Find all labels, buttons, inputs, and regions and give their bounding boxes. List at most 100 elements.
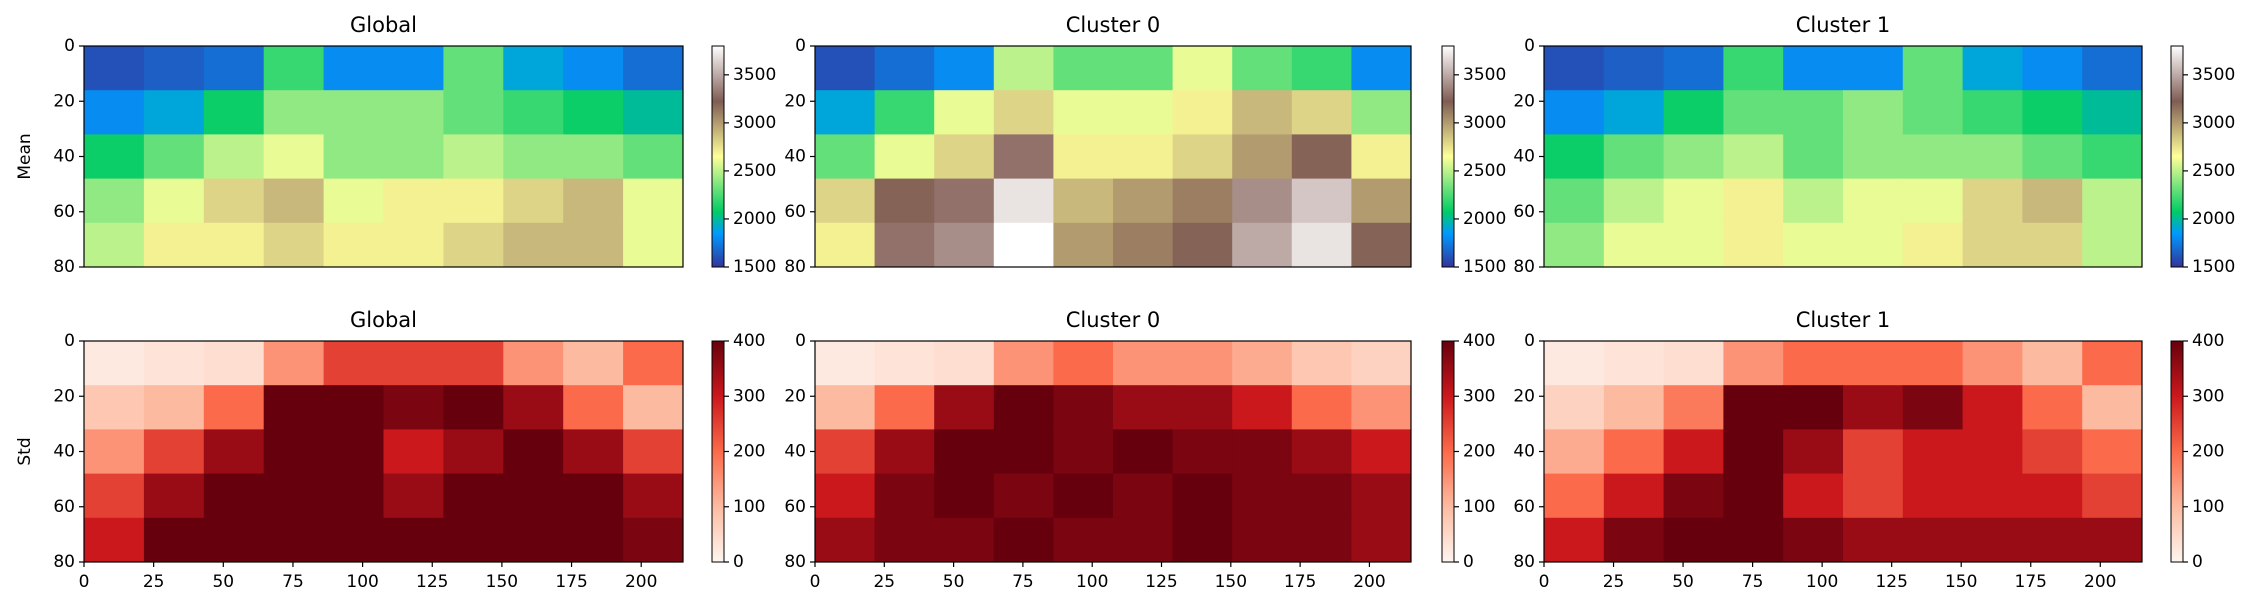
y-tick-label: 60 [53,202,75,222]
heatmap-cell [1663,385,1724,430]
heatmap-cell [1962,341,2023,386]
x-tick-label: 175 [1284,572,1316,592]
y-tick-label: 40 [1513,147,1535,167]
heatmap-cell [563,517,624,563]
heatmap-cell [1172,134,1233,180]
heatmap-cell [1723,517,1784,563]
heatmap-cell [263,473,325,519]
colorbar-tick-label: 1500 [1463,257,1506,277]
heatmap-cell [383,341,444,386]
panel-title: Global [350,13,417,37]
colorbar-tick-label: 1500 [733,257,776,277]
colorbar-tick-label: 400 [2192,331,2224,351]
y-tick-label: 0 [64,331,75,351]
heatmap-cell [1603,341,1665,386]
heatmap-cell [1603,473,1665,519]
heatmap-cell [2082,90,2143,135]
y-tick-label: 20 [1513,91,1535,111]
heatmap-cell [443,134,504,180]
y-tick-label: 20 [1513,386,1535,406]
heatmap-cell [815,178,876,224]
heatmap-cell [934,134,995,180]
heatmap-cell [1843,222,1904,268]
heatmap-cell [323,134,384,180]
heatmap-cell [1113,178,1174,224]
heatmap-cell [84,134,145,180]
heatmap-cell [203,178,265,224]
heatmap-cell [1544,222,1605,268]
heatmap-cell [2082,134,2143,180]
heatmap-cell [203,385,265,430]
heatmap-cell [1232,473,1293,519]
heatmap-cell [1351,385,1412,430]
y-tick-label: 60 [784,202,806,222]
heatmap-cell [623,473,684,519]
y-tick-label: 20 [784,386,806,406]
x-tick-label: 200 [2084,572,2116,592]
heatmap-cell [874,473,935,519]
x-tick-label: 25 [143,572,165,592]
heatmap-cell [1783,90,1844,135]
heatmap-cell [1843,385,1904,430]
heatmap-cell [1603,46,1665,91]
heatmap-cell [1902,385,1964,430]
heatmap-cell [1113,134,1174,180]
colorbar-tick-label: 3000 [733,113,776,133]
heatmap-cell [1902,517,1964,563]
heatmap-cell [1962,222,2023,268]
heatmap-cell [1113,46,1174,91]
heatmap-cell [84,46,145,91]
heatmap-cell [874,385,935,430]
heatmap-cell [874,222,935,268]
heatmap-cell [203,134,265,180]
heatmap-cell [993,134,1054,180]
colorbar-tick-label: 100 [2192,497,2224,517]
heatmap-cell [815,429,876,475]
colorbar-tick-label: 0 [1463,552,1474,572]
colorbar-tick-label: 1500 [2192,257,2235,277]
heatmap-cell [1902,222,1964,268]
heatmap-cell [1351,473,1412,519]
heatmap-cell [1544,341,1605,386]
heatmap-cell [1544,46,1605,91]
y-tick-label: 0 [1524,331,1535,351]
heatmap-cell [2082,473,2143,519]
heatmap-cell [1663,178,1724,224]
heatmap-cell [1783,134,1844,180]
colorbar-tick-label: 200 [1463,442,1495,462]
heatmap-cell [143,90,205,135]
colorbar [711,340,725,563]
x-tick-label: 50 [1672,572,1694,592]
heatmap-cell [993,341,1054,386]
heatmap-cell [1172,90,1233,135]
heatmap-cell [563,429,624,475]
heatmap-cell [1544,178,1605,224]
x-tick-label: 50 [943,572,965,592]
heatmap-cell [203,46,265,91]
heatmap-cell [2082,341,2143,386]
x-tick-label: 75 [282,572,304,592]
heatmap-cell [1351,178,1412,224]
heatmap-cell [1113,385,1174,430]
heatmap-cell [503,473,564,519]
heatmap-cell [1544,429,1605,475]
heatmap-cell [1783,385,1844,430]
y-axis-label: Std [15,437,35,465]
heatmap-cell [1603,178,1665,224]
y-tick-label: 40 [53,147,75,167]
heatmap-cell [1902,134,1964,180]
heatmap-cell [503,90,564,135]
heatmap-cell [203,222,265,268]
heatmap-cell [1962,46,2023,91]
heatmap-cell [1723,222,1784,268]
heatmap-cell [1291,517,1352,563]
colorbar [1441,340,1455,563]
heatmap-cell [1232,517,1293,563]
heatmap-cell [323,429,384,475]
heatmap-cell [323,46,384,91]
y-tick-label: 80 [1513,257,1535,277]
heatmap-cell [1723,473,1784,519]
heatmap-cell [934,46,995,91]
heatmap-cell [203,473,265,519]
heatmap-cell [1172,46,1233,91]
